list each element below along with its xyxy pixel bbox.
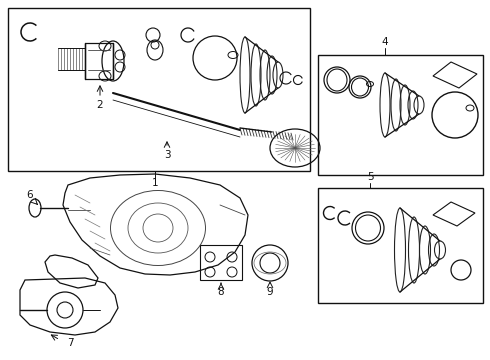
Bar: [200, 245, 242, 280]
Text: 1: 1: [152, 178, 158, 188]
Text: 4: 4: [382, 37, 388, 47]
Bar: [8, 8, 310, 171]
Bar: [85, 43, 113, 79]
Text: 8: 8: [218, 287, 224, 297]
Text: 9: 9: [267, 287, 273, 297]
Text: 2: 2: [97, 100, 103, 110]
Text: 7: 7: [67, 338, 74, 348]
Text: 5: 5: [367, 172, 373, 182]
Text: 6: 6: [26, 190, 33, 200]
Bar: [318, 188, 483, 303]
Text: 3: 3: [164, 150, 171, 160]
Bar: [318, 55, 483, 175]
